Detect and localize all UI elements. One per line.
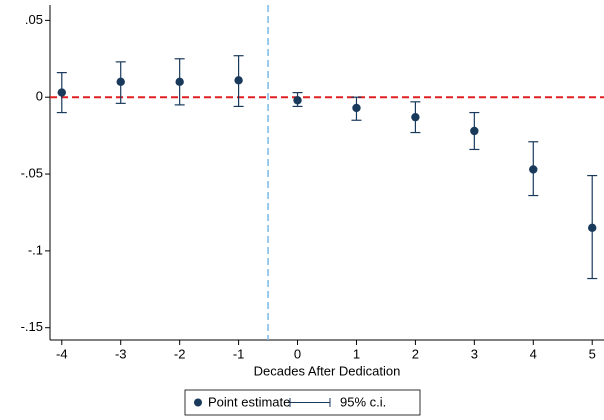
y-tick-label: 0 xyxy=(36,89,43,104)
x-tick-label: -2 xyxy=(174,346,186,361)
x-tick-label: -3 xyxy=(115,346,127,361)
point xyxy=(175,77,184,87)
y-tick-label: -.1 xyxy=(28,242,43,257)
x-tick-label: 1 xyxy=(353,346,360,361)
y-tick-label: -.05 xyxy=(21,165,43,180)
point xyxy=(411,112,420,122)
legend-label: 95% c.i. xyxy=(340,394,386,409)
point xyxy=(234,76,243,85)
legend-label: Point estimate xyxy=(208,394,290,409)
x-tick-label: 3 xyxy=(471,346,478,361)
x-tick-label: -1 xyxy=(233,346,245,361)
point xyxy=(588,223,597,233)
point xyxy=(116,77,125,87)
x-axis-label: Decades After Dedication xyxy=(254,363,401,378)
point xyxy=(293,96,302,105)
point xyxy=(529,165,538,174)
point xyxy=(352,103,361,113)
y-tick-label: -.15 xyxy=(21,319,43,334)
y-tick-label: .05 xyxy=(25,12,43,27)
x-tick-label: 2 xyxy=(412,346,419,361)
x-tick-label: 4 xyxy=(530,346,537,361)
x-tick-label: -4 xyxy=(56,346,68,361)
point xyxy=(470,126,479,136)
point xyxy=(57,88,66,97)
x-tick-label: 5 xyxy=(589,346,596,361)
legend-marker xyxy=(194,398,202,407)
x-tick-label: 0 xyxy=(294,346,301,361)
